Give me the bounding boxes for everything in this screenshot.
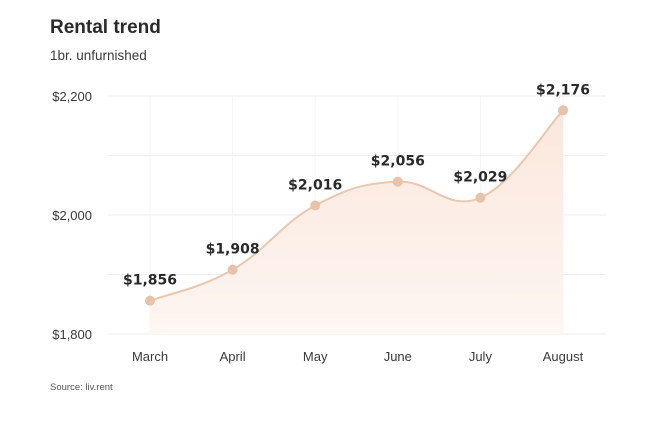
y-axis: $1,800 $2,000 $2,200 (52, 89, 92, 342)
data-point (227, 264, 238, 275)
source-note: Source: liv.rent (50, 382, 113, 393)
y-tick-label: $1,800 (52, 327, 92, 342)
y-tick-label: $2,200 (52, 89, 92, 104)
data-label: $2,016 (288, 177, 342, 193)
x-tick-label: August (543, 349, 584, 364)
area-fill (150, 110, 563, 334)
x-tick-label: July (469, 349, 493, 364)
data-label: $1,908 (206, 242, 260, 258)
data-label: $2,029 (453, 170, 507, 186)
x-tick-label: March (132, 349, 168, 364)
data-label: $2,056 (371, 154, 425, 170)
x-tick-label: May (303, 349, 328, 364)
data-label: $1,856 (123, 273, 177, 289)
data-point (145, 295, 155, 306)
data-point (392, 176, 403, 187)
data-point (558, 105, 568, 116)
data-point (310, 200, 321, 211)
data-labels: $1,856 $1,908 $2,016 $2,056 $2,029 $2,176 (123, 82, 590, 288)
x-tick-label: April (220, 349, 246, 364)
data-label: $2,176 (536, 82, 590, 98)
data-point (475, 192, 486, 203)
chart-title: Rental trend (50, 17, 161, 38)
data-points (145, 105, 568, 306)
x-tick-label: June (384, 349, 412, 364)
x-axis: March April May June July August (132, 349, 584, 364)
chart-subtitle: 1br. unfurnished (50, 48, 147, 63)
area-shape (150, 110, 563, 334)
y-tick-label: $2,000 (52, 208, 92, 223)
